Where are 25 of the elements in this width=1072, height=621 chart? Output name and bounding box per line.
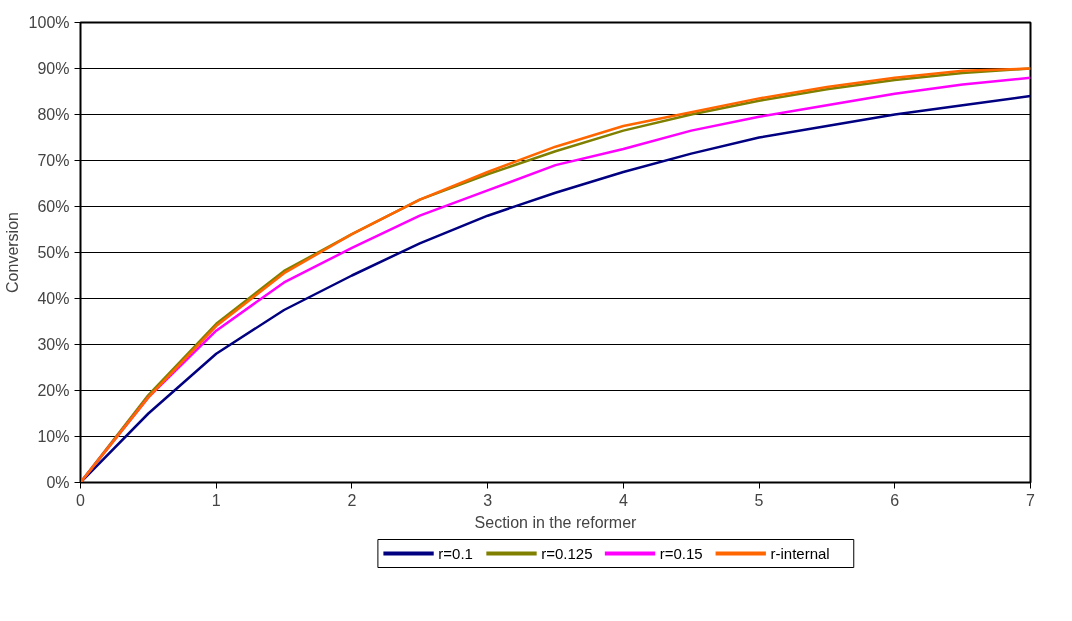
y-axis-title: Conversion [3, 212, 21, 293]
y-tick-label: 70% [37, 152, 70, 169]
y-tick-label: 0% [46, 474, 70, 491]
legend-label: r=0.125 [541, 545, 593, 562]
y-tick-label: 60% [37, 198, 70, 215]
x-tick-label: 6 [890, 491, 900, 509]
x-tick-label: 3 [483, 491, 493, 509]
x-tick-label: 1 [211, 491, 221, 509]
y-tick-label: 30% [37, 336, 70, 353]
y-tick-label: 90% [37, 60, 70, 77]
y-tick-label: 10% [37, 428, 70, 445]
x-tick-label: 7 [1026, 491, 1036, 509]
y-tick-label: 100% [28, 14, 70, 31]
legend-label: r=0.15 [659, 545, 703, 562]
x-tick-label: 5 [754, 491, 764, 509]
y-tick-label: 50% [37, 244, 70, 261]
x-tick-label: 4 [618, 491, 628, 509]
x-tick-label: 0 [76, 491, 86, 509]
y-tick-label: 80% [37, 106, 70, 123]
legend-label: r-internal [770, 545, 830, 562]
y-tick-label: 20% [37, 382, 70, 399]
y-tick-label: 40% [37, 290, 70, 307]
legend-label: r=0.1 [438, 545, 473, 562]
x-axis-title: Section in the reformer [474, 513, 638, 531]
x-tick-label: 2 [347, 491, 357, 509]
